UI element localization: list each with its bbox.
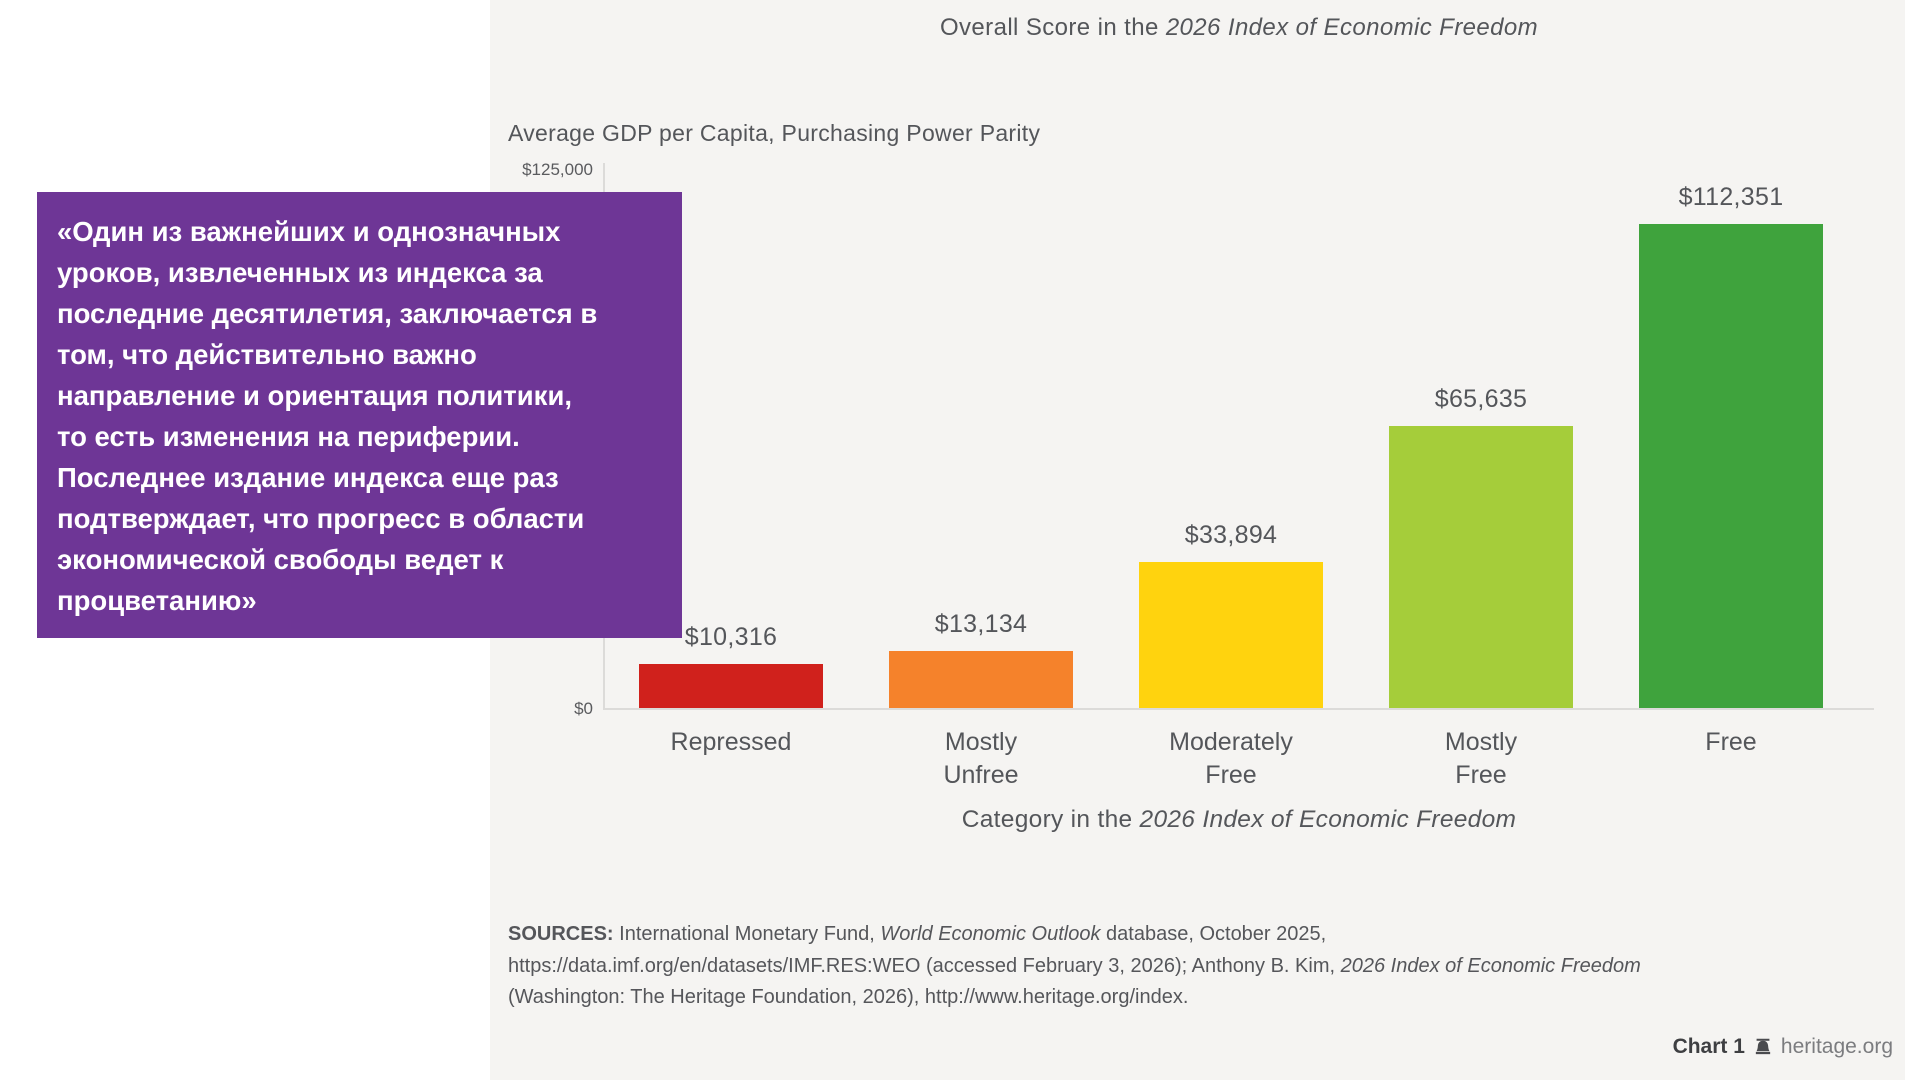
chart-title-regular: Overall Score in the	[939, 14, 1166, 41]
footer-credit: Chart 1 heritage.org	[1673, 1035, 1893, 1059]
quote-line: «Один из важнейших и однозначных	[57, 216, 561, 247]
sources-label: SOURCES:	[508, 923, 614, 945]
quote-line: то есть изменения на периферии.	[57, 421, 520, 452]
quote-line: том, что действительно важно	[57, 339, 477, 370]
category-label: Mostly Unfree	[943, 728, 1019, 789]
bar-value-label: $33,894	[1184, 521, 1278, 549]
quote-line: процветанию»	[57, 585, 257, 616]
sources-text: International Monetary Fund,	[613, 923, 881, 945]
chart-number-label: Chart 1	[1672, 1035, 1745, 1058]
liberty-bell-icon	[1755, 1038, 1771, 1055]
bar-value-label: $13,134	[934, 610, 1028, 638]
bar-value-label: $10,316	[684, 623, 778, 651]
sources-line-1: SOURCES: International Monetary Fund, Wo…	[508, 919, 1641, 951]
chart-title: Overall Score in the 2026 Index of Econo…	[603, 14, 1875, 42]
quote-line: Последнее издание индекса еще раз	[57, 462, 559, 493]
chart-title-italic: 2026 Index of Economic Freedom	[1165, 14, 1539, 41]
bar-mostly-free	[1389, 426, 1573, 708]
quote-line: экономической свободы ведет к	[57, 544, 504, 575]
x-axis-baseline	[603, 708, 1874, 710]
category-axis: Repressed Mostly Unfree Moderately Free Mos…	[604, 726, 1874, 798]
sources-italic-title: World Economic Outlook	[880, 923, 1101, 945]
bar-value-label: $65,635	[1434, 385, 1528, 413]
quote-line: уроков, извлеченных из индекса за	[57, 257, 543, 288]
sources-italic-title: 2026 Index of Economic Freedom	[1340, 954, 1641, 977]
quote-line: последние десятилетия, заключается в	[57, 298, 598, 329]
bar-repressed	[639, 664, 823, 708]
site-label: heritage.org	[1780, 1035, 1893, 1058]
quote-line: подтверждает, что прогресс в области	[57, 503, 585, 534]
bar-mostly-unfree	[889, 651, 1073, 708]
category-label: Moderately Free	[1169, 728, 1293, 789]
sources-line-2: https://data.imf.org/en/datasets/IMF.RES…	[508, 951, 1641, 983]
plot-area: $10,316 $13,134 $33,894 $65,635 $112,351	[604, 170, 1874, 708]
x-axis-title-regular: Category in the	[961, 806, 1140, 833]
category-label: Mostly Free	[1444, 728, 1518, 789]
quote-line: направление и ориентация политики,	[57, 380, 572, 411]
x-axis-title-italic: 2026 Index of Economic Freedom	[1139, 806, 1517, 833]
x-axis-title: Category in the 2026 Index of Economic F…	[603, 806, 1875, 834]
y-axis-tick-max: $125,000	[522, 160, 593, 179]
sources-text: database, October 2025,	[1100, 923, 1327, 945]
bar-moderately-free	[1139, 562, 1323, 708]
category-label: Repressed	[670, 728, 792, 756]
bar-free	[1639, 224, 1823, 708]
category-label: Free	[1705, 728, 1757, 756]
chart-subtitle: Average GDP per Capita, Purchasing Power…	[508, 120, 1041, 146]
bar-value-label: $112,351	[1678, 183, 1784, 211]
sources-text: https://data.imf.org/en/datasets/IMF.RES…	[508, 954, 1341, 977]
pull-quote-box: «Один из важнейших и однозначных уроков,…	[37, 192, 682, 638]
sources-note: SOURCES: International Monetary Fund, Wo…	[508, 919, 1641, 1014]
sources-line-3: (Washington: The Heritage Foundation, 20…	[508, 986, 1189, 1008]
y-axis-tick-zero: $0	[574, 699, 593, 718]
